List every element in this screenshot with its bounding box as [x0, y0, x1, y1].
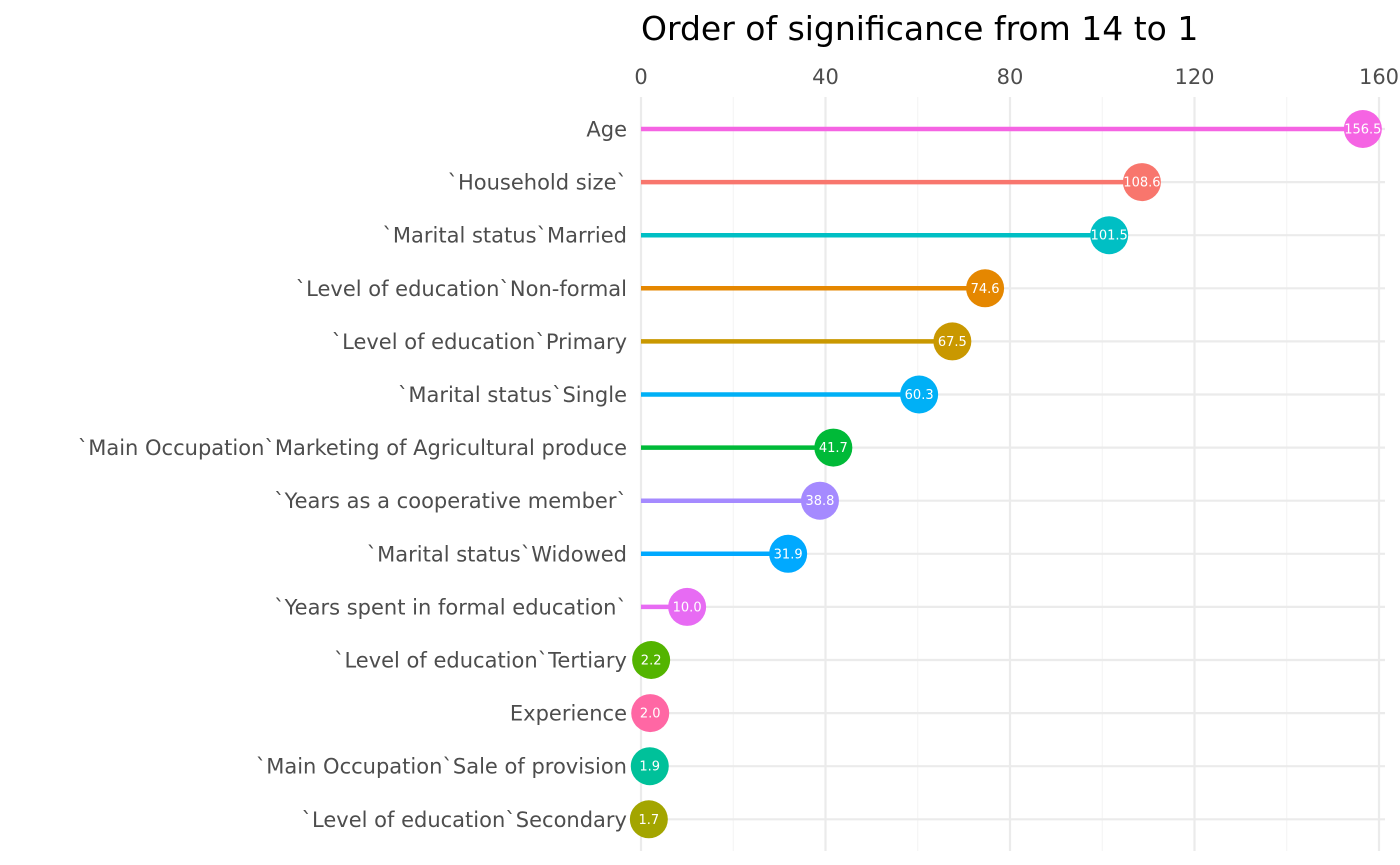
value-label: 41.7 — [819, 441, 848, 456]
value-label: 38.8 — [805, 494, 834, 509]
category-label: `Level of education`Non-formal — [296, 277, 627, 301]
grid — [639, 97, 1385, 851]
lollipop-dot — [933, 322, 972, 361]
value-label: 67.5 — [938, 335, 967, 350]
x-tick-label: 40 — [812, 65, 839, 89]
value-label: 101.5 — [1091, 229, 1128, 244]
category-label: `Household size` — [447, 171, 627, 195]
category-label: `Level of education`Secondary — [302, 808, 627, 832]
category-label: `Marital status`Single — [398, 383, 627, 407]
lollipop-dot — [1343, 110, 1382, 148]
lollipop-dot — [668, 587, 707, 626]
x-tick-label: 80 — [997, 65, 1024, 89]
lollipop-dot — [632, 641, 671, 679]
category-label: Age — [586, 118, 627, 142]
lollipop-dot — [966, 269, 1005, 308]
x-tick-label: 0 — [634, 65, 647, 89]
category-label: `Years as a cooperative member` — [274, 489, 627, 513]
value-label: 1.7 — [638, 813, 659, 828]
lollipop-dot — [1122, 163, 1161, 202]
lollipop-dot — [631, 694, 670, 733]
chart-title: Order of significance from 14 to 1 — [641, 9, 1198, 48]
category-label: `Main Occupation`Sale of provision — [256, 755, 627, 779]
category-labels: Age `Household size` `Marital status`Marri… — [78, 118, 627, 832]
lollipop-dot — [800, 481, 839, 520]
lollipop-dot — [900, 375, 939, 414]
value-label: 60.3 — [905, 388, 934, 403]
category-label: `Level of education`Tertiary — [334, 649, 627, 673]
lollipop-dot — [814, 428, 853, 467]
value-label: 156.5 — [1344, 123, 1381, 138]
value-label: 1.9 — [639, 760, 660, 775]
value-label: 10.0 — [673, 600, 702, 615]
x-axis-ticks: 0 40 80 120 160 — [634, 65, 1399, 89]
category-label: Experience — [510, 702, 627, 726]
lollipop-dot — [1090, 216, 1129, 255]
value-label: 31.9 — [774, 547, 803, 562]
category-label: `Marital status`Married — [382, 224, 627, 248]
value-label: 74.6 — [971, 282, 1000, 297]
category-label: `Level of education`Primary — [332, 330, 627, 354]
value-label: 2.2 — [641, 654, 662, 669]
lollipop-dot — [769, 534, 808, 573]
category-label: `Years spent in formal education` — [274, 595, 627, 619]
value-label: 2.0 — [640, 707, 661, 722]
value-labels: 156.5 108.6 101.5 74.6 67.5 60.3 41.7 38.8 31.9 1… — [638, 123, 1381, 828]
x-tick-label: 160 — [1359, 65, 1399, 89]
x-tick-label: 120 — [1174, 65, 1214, 89]
lollipop-dots — [629, 110, 1382, 839]
category-label: `Marital status`Widowed — [367, 542, 627, 566]
lollipop-stems — [641, 126, 1363, 822]
lollipop-dot — [629, 800, 668, 839]
lollipop-dot — [630, 747, 669, 786]
category-label: `Main Occupation`Marketing of Agricultur… — [78, 436, 627, 460]
value-label: 108.6 — [1123, 176, 1160, 191]
